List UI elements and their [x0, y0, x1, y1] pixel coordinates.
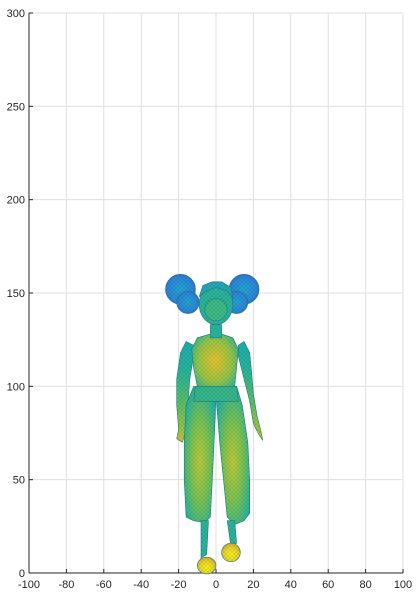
shoe-left — [196, 556, 217, 575]
arm-right — [238, 341, 264, 441]
hair-cap — [198, 281, 234, 299]
y-tick-label: 150 — [7, 288, 25, 300]
shoe-right — [221, 542, 241, 563]
x-tick-label: 100 — [394, 579, 412, 591]
leg-left — [183, 385, 217, 523]
x-tick-label: -80 — [58, 579, 74, 591]
x-tick-label: -40 — [133, 579, 149, 591]
face — [204, 298, 228, 322]
y-tick-label: 100 — [7, 381, 25, 393]
y-tick-label: 250 — [7, 101, 25, 113]
torso — [191, 333, 239, 395]
x-tick-label: -100 — [18, 579, 40, 591]
y-tick-label: 200 — [7, 195, 25, 207]
x-tick-label: 80 — [359, 579, 371, 591]
character-mesh — [165, 274, 264, 575]
tick-labels: -100 -80 -60 -40 -20 0 20 40 60 80 100 0 50 100 150 200… — [7, 8, 413, 591]
x-tick-label: 20 — [247, 579, 259, 591]
x-tick-label: 60 — [322, 579, 334, 591]
arm-left — [176, 341, 194, 443]
ankle-left — [200, 520, 209, 559]
y-tick-label: 300 — [7, 8, 25, 20]
axes — [28, 12, 404, 574]
y-tick-label: 50 — [13, 475, 25, 487]
hair-bun-left-lower — [176, 290, 200, 314]
x-tick-label: -60 — [96, 579, 112, 591]
x-tick-label: 0 — [213, 579, 219, 591]
waist — [193, 385, 239, 402]
x-tick-label: -20 — [171, 579, 187, 591]
ankle-right — [226, 520, 237, 548]
neck — [210, 324, 222, 339]
x-tick-label: 40 — [285, 579, 297, 591]
y-tick-label: 0 — [19, 568, 25, 580]
leg-right — [215, 385, 250, 525]
